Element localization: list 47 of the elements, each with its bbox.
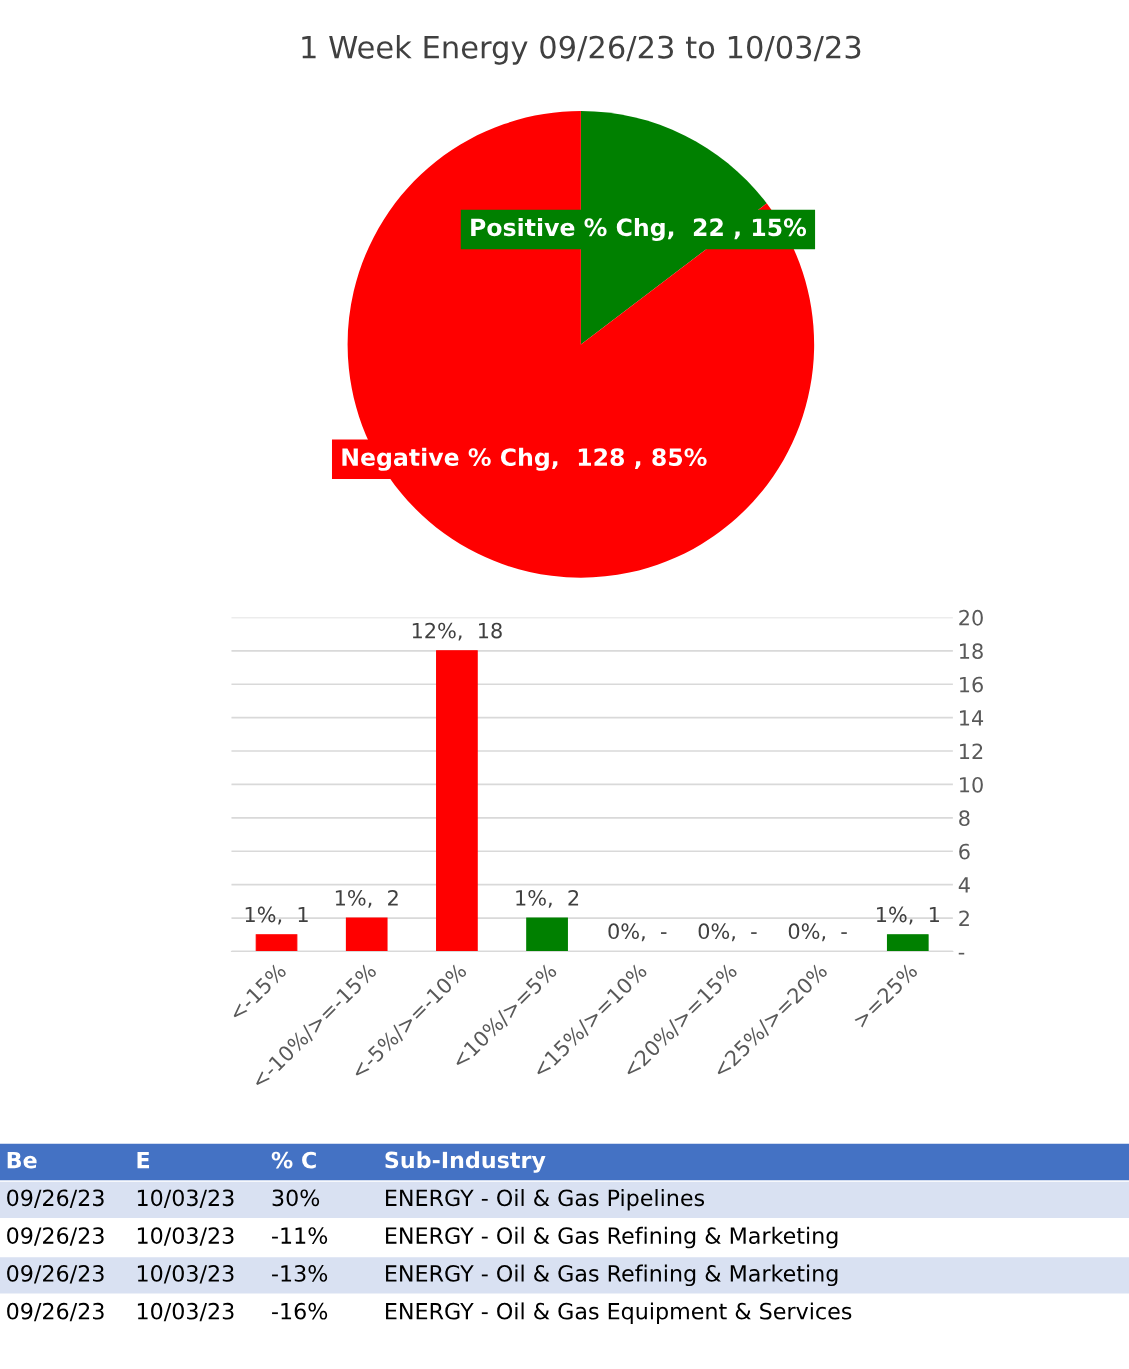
data-label: 0%, - <box>788 923 847 942</box>
text: 10/03/23 <box>137 1265 234 1284</box>
y-tick-label: 14 <box>960 710 984 726</box>
y-tick-label: 12 <box>960 743 983 759</box>
y-tick-label: 10 <box>960 776 983 793</box>
bar <box>886 934 929 952</box>
data-label: 1%, 2 <box>516 889 579 908</box>
data-label: 0%, - <box>698 923 757 942</box>
text: 10/03/23 <box>137 1227 234 1246</box>
slice-label: Positive % Chg, 22 , 15% <box>471 217 807 241</box>
data-label: 1%, 2 <box>335 889 398 908</box>
category-label: Be <box>7 1151 37 1169</box>
text: -16% <box>272 1302 328 1320</box>
bar <box>345 917 388 952</box>
text: 10/03/23 <box>137 1189 234 1208</box>
text: 09/26/23 <box>7 1227 104 1246</box>
bar <box>436 650 478 952</box>
slice-label: Negative % Chg, 128 , 85% <box>342 447 707 471</box>
data-label: 1%, 1 <box>245 906 308 925</box>
y-tick-label: 6 <box>959 843 970 860</box>
y-tick-label: - <box>958 952 965 955</box>
y-tick-label: 2 <box>959 910 969 926</box>
y-tick-label: 18 <box>960 643 983 660</box>
bar <box>255 934 298 952</box>
y-tick-label: 4 <box>958 877 970 893</box>
data-label: 12%, 18 <box>412 622 502 641</box>
text: ENERGY - Oil & Gas Refining & Marketing <box>386 1226 838 1249</box>
category-label: % C <box>271 1151 316 1169</box>
y-tick-label: 20 <box>959 609 983 626</box>
text: 10/03/23 <box>137 1302 234 1322</box>
text: ENERGY - Oil & Gas Refining & Marketing <box>386 1264 838 1287</box>
category-label: E <box>137 1151 150 1169</box>
category-label: Sub-Industry <box>385 1151 546 1173</box>
text: 09/26/23 <box>7 1189 104 1208</box>
text: 09/26/23 <box>7 1302 104 1322</box>
text: ENERGY - Oil & Gas Pipelines <box>386 1189 705 1211</box>
data-label: 1%, 1 <box>876 906 939 925</box>
y-tick-label: 16 <box>960 676 983 693</box>
text: -13% <box>272 1265 328 1282</box>
text: 09/26/23 <box>7 1265 104 1284</box>
text: -11% <box>272 1227 328 1245</box>
data-label: 0%, - <box>608 923 667 942</box>
chart-title: 1 Week Energy 09/26/23 to 10/03/23 <box>302 35 861 65</box>
text: ENERGY - Oil & Gas Equipment & Services <box>386 1302 852 1324</box>
y-tick-label: 8 <box>959 810 970 827</box>
bar <box>526 917 568 952</box>
text: 30% <box>272 1189 320 1207</box>
